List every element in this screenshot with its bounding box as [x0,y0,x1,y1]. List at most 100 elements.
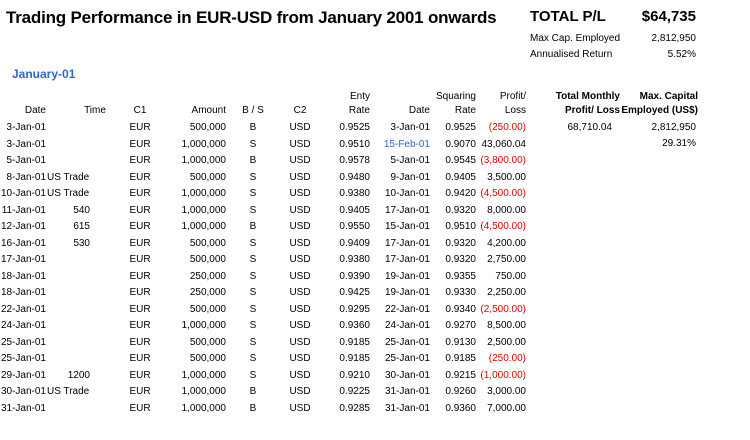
table-row: 8-Jan-01 US Trade EUR 500,000 S USD 0.9480 9-Ja… [0,170,750,187]
cell-c2: USD [289,138,311,150]
cell-c1: EUR [129,287,151,298]
cell-date: 16-Jan-01 [0,237,46,249]
cell-squaring-rate: 0.9340 [445,303,476,315]
cell-buy-sell: B [249,402,257,414]
cell-squaring-date: 22-Jan-01 [384,303,430,315]
cell-squaring-rate: 0.9320 [445,204,476,216]
cell-date: 25-Jan-01 [0,353,46,364]
header-squaring-rate-line2: Rate [454,105,476,116]
cell-c2: USD [289,204,311,216]
cell-amount: 500,000 [189,254,226,265]
cell-buy-sell: S [249,171,257,183]
header-bs: B / S [242,105,264,116]
cell-buy-sell: S [249,320,257,331]
cell-c2: USD [289,237,311,249]
total-pl-label: TOTAL P/L [530,8,606,25]
cell-profit-loss: 2,750.00 [487,254,526,265]
cell-squaring-rate: 0.9510 [445,221,476,232]
cell-profit-loss: 7,000.00 [487,402,526,414]
cell-buy-sell: B [249,122,257,133]
cell-buy-sell: S [249,353,257,364]
cell-entry-rate: 0.9210 [339,369,370,381]
cell-profit-loss: 750.00 [495,270,526,282]
cell-date: 8-Jan-01 [6,171,46,183]
table-row: 3-Jan-01 EUR 500,000 B USD 0.9525 3-Jan-01 0.95… [0,120,750,137]
cell-profit-loss: 2,500.00 [487,336,526,348]
cell-profit-loss: (1,000.00) [480,369,526,381]
cell-date: 11-Jan-01 [1,204,46,216]
table-row: 16-Jan-01 530 EUR 500,000 S USD 0.9409 17-Jan-0… [0,236,750,253]
cell-squaring-rate: 0.9185 [445,353,476,364]
cell-date: 5-Jan-01 [6,155,46,166]
cell-c1: EUR [129,303,151,315]
table-row: 5-Jan-01 EUR 1,000,000 B USD 0.9578 5-Jan-01 0.… [0,153,750,170]
header-amount: Amount [191,105,226,116]
cell-entry-rate: 0.9480 [339,171,370,183]
cell-entry-rate: 0.9185 [339,336,370,348]
cell-buy-sell: S [249,138,257,150]
cell-squaring-rate: 0.9320 [445,237,476,249]
cell-c1: EUR [129,237,151,249]
cell-entry-rate: 0.9550 [339,221,370,232]
cell-buy-sell: S [249,303,257,315]
header-c1: C1 [133,105,147,116]
cell-squaring-rate: 0.9405 [445,171,476,183]
cell-date: 22-Jan-01 [0,303,46,315]
cell-c1: EUR [129,270,151,282]
cell-time: US Trade [47,386,90,397]
trades-table: 3-Jan-01 EUR 500,000 B USD 0.9525 3-Jan-01 0.95… [0,120,750,417]
cell-entry-rate: 0.9510 [339,138,370,150]
cell-squaring-rate: 0.9330 [445,287,476,298]
cell-time: 540 [73,204,90,216]
max-cap-value: 2,812,950 [651,33,697,44]
cell-profit-loss: 2,250.00 [487,287,526,298]
cell-c1: EUR [129,353,151,364]
cell-c2: USD [289,188,311,199]
table-row: 17-Jan-01 EUR 500,000 S USD 0.9380 17-Jan-01 0.… [0,252,750,269]
cell-entry-rate: 0.9225 [339,386,370,397]
capital-return-pct: 29.31% [662,138,696,149]
cell-buy-sell: B [249,386,257,397]
header-max-capital-line1: Max. Capital [639,91,698,102]
cell-c2: USD [289,254,311,265]
cell-c2: USD [289,320,311,331]
cell-date: 12-Jan-01 [0,221,46,232]
cell-date: 18-Jan-01 [0,270,46,282]
cell-c2: USD [289,353,311,364]
header-pl-line1: Profit/ [499,91,526,102]
cell-c2: USD [289,122,311,133]
cell-c1: EUR [129,171,151,183]
cell-squaring-rate: 0.9260 [445,386,476,397]
cell-entry-rate: 0.9380 [339,254,370,265]
cell-c2: USD [289,270,311,282]
cell-date: 10-Jan-01 [0,188,46,199]
cell-squaring-rate: 0.9420 [445,188,476,199]
cell-profit-loss: 4,200.00 [487,237,526,249]
cell-squaring-date: 25-Jan-01 [384,353,430,364]
cell-amount: 500,000 [189,303,226,315]
cell-date: 31-Jan-01 [0,402,46,414]
cell-date: 18-Jan-01 [0,287,46,298]
cell-squaring-date: 31-Jan-01 [384,386,430,397]
cell-entry-rate: 0.9390 [339,270,370,282]
header-date: Date [24,105,46,116]
cell-profit-loss: (3,800.00) [480,155,526,166]
cell-c1: EUR [129,386,151,397]
cell-entry-rate: 0.9360 [339,320,370,331]
cell-squaring-date: 17-Jan-01 [384,237,430,249]
cell-entry-rate: 0.9425 [339,287,370,298]
cell-profit-loss: (4,500.00) [480,221,526,232]
cell-squaring-rate: 0.9360 [445,402,476,414]
cell-c1: EUR [129,122,151,133]
header-monthly-pl-line2: Profit/ Loss [564,105,620,116]
cell-date: 3-Jan-01 [6,138,46,150]
header-pl-line2: Loss [504,105,526,116]
cell-profit-loss: (4,500.00) [480,188,526,199]
cell-amount: 1,000,000 [181,188,227,199]
header-time: Time [84,105,106,116]
table-row: 29-Jan-01 1200 EUR 1,000,000 S USD 0.9210 30-Ja… [0,368,750,385]
cell-profit-loss: 8,000.00 [487,204,526,216]
cell-buy-sell: S [249,369,257,381]
cell-squaring-date: 31-Jan-01 [384,402,430,414]
cell-date: 30-Jan-01 [0,386,46,397]
